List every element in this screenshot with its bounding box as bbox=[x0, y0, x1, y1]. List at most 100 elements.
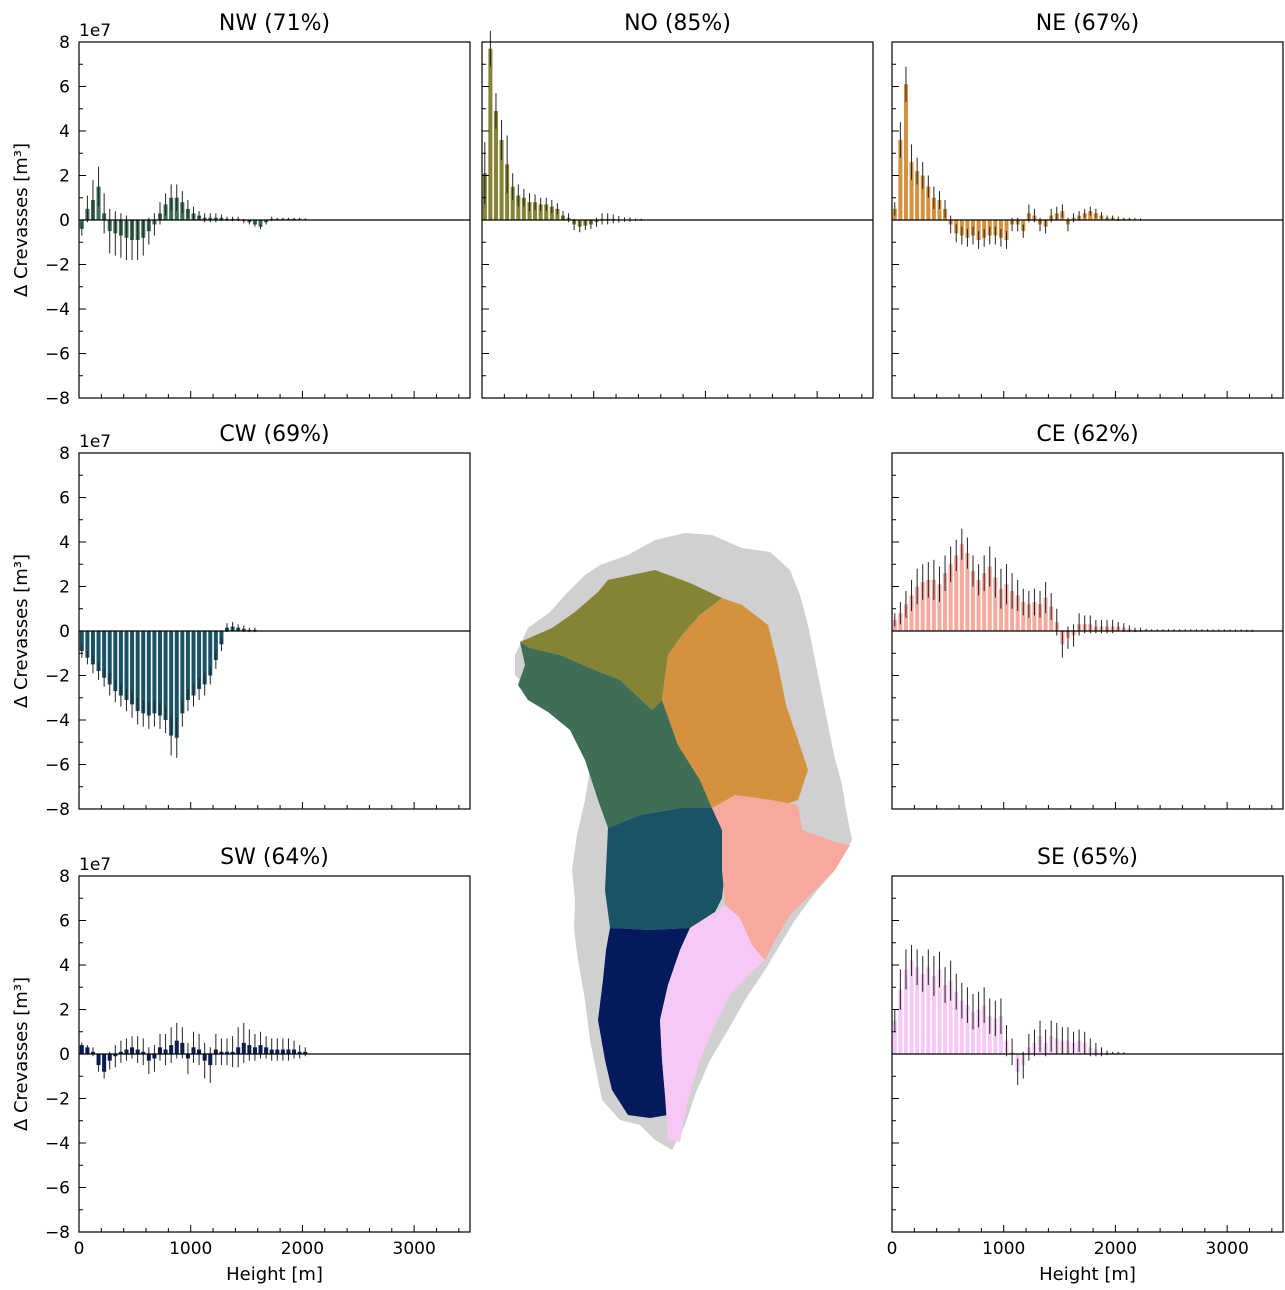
chart-panel-no: NO (85%) bbox=[481, 11, 874, 399]
bar bbox=[533, 202, 538, 220]
y-tick-label: 4 bbox=[59, 122, 70, 142]
y-offset-label: 1e7 bbox=[79, 432, 111, 452]
bar bbox=[169, 631, 174, 736]
bar bbox=[931, 579, 936, 631]
bar bbox=[258, 220, 263, 227]
bar bbox=[915, 171, 920, 220]
x-axis-label: Height [m] bbox=[1039, 1264, 1136, 1285]
map-region-nw bbox=[518, 642, 712, 828]
y-axis-label: Δ Crevasses [m³] bbox=[11, 143, 32, 297]
bar bbox=[937, 584, 942, 631]
y-offset-label: 1e7 bbox=[79, 855, 111, 875]
bar bbox=[1043, 597, 1048, 632]
chart-panel-nw: NW (71%) −8 −6 −4 −2 0 2 4 6 8 1e7 Δ Crevasses [m³] bbox=[11, 11, 471, 409]
y-tick-label: −6 bbox=[45, 1179, 70, 1199]
bar bbox=[926, 967, 931, 1054]
y-tick-label: −8 bbox=[45, 389, 70, 409]
y-tick-label: −8 bbox=[45, 1223, 70, 1243]
bar bbox=[96, 631, 101, 672]
bar bbox=[180, 631, 185, 714]
bar bbox=[1010, 590, 1015, 631]
y-tick-label: −4 bbox=[45, 711, 70, 731]
bar bbox=[157, 631, 162, 716]
y-tick-label: 4 bbox=[59, 533, 70, 553]
bar bbox=[1015, 595, 1020, 631]
greenland-region-map bbox=[515, 533, 852, 1150]
bar bbox=[982, 573, 987, 631]
bar bbox=[90, 631, 95, 665]
bar bbox=[1004, 220, 1009, 241]
bar bbox=[954, 555, 959, 631]
bar bbox=[970, 1011, 975, 1054]
bar bbox=[141, 631, 146, 714]
panel-title: SW (64%) bbox=[220, 845, 329, 870]
y-offset-label: 1e7 bbox=[79, 21, 111, 41]
panel-title: CW (69%) bbox=[219, 422, 329, 447]
map-region-sw bbox=[598, 928, 690, 1118]
panel-title: NE (67%) bbox=[1036, 11, 1139, 36]
bar bbox=[982, 1005, 987, 1054]
y-tick-label: −4 bbox=[45, 1134, 70, 1154]
chart-panel-ce: CE (62%) bbox=[891, 422, 1284, 810]
bar bbox=[976, 220, 981, 241]
bar bbox=[85, 1047, 90, 1054]
x-tick-label: 3000 bbox=[1206, 1239, 1249, 1259]
bar bbox=[965, 553, 970, 632]
bar bbox=[931, 976, 936, 1055]
map-region-cw bbox=[605, 808, 725, 930]
y-tick-label: 4 bbox=[59, 956, 70, 976]
y-tick-label: 8 bbox=[59, 33, 70, 53]
histogram-panels: NW (71%) −8 −6 −4 −2 0 2 4 6 8 1e7 Δ Crevasses [m³]… bbox=[11, 11, 1284, 1285]
bar bbox=[898, 989, 903, 1054]
x-tick-label: 1000 bbox=[169, 1239, 212, 1259]
bar bbox=[510, 186, 515, 221]
chart-panel-sw: SW (64%) −8 −6 −4 −2 0 2 4 6 8 1e7 Δ Crevasses [m³]… bbox=[11, 845, 471, 1285]
bar bbox=[202, 631, 207, 685]
bar bbox=[213, 631, 218, 660]
panel-title: NW (71%) bbox=[219, 11, 330, 36]
bar bbox=[892, 1020, 897, 1055]
x-tick-label: 1000 bbox=[982, 1239, 1025, 1259]
y-axis-label: Δ Crevasses [m³] bbox=[11, 977, 32, 1131]
bar bbox=[998, 588, 1003, 631]
bar bbox=[191, 631, 196, 696]
bar bbox=[926, 579, 931, 631]
x-tick-label: 0 bbox=[74, 1239, 85, 1259]
y-tick-label: −6 bbox=[45, 756, 70, 776]
y-tick-label: −8 bbox=[45, 800, 70, 820]
y-tick-label: 2 bbox=[59, 167, 70, 187]
y-tick-label: −4 bbox=[45, 300, 70, 320]
bar bbox=[948, 980, 953, 1054]
bar bbox=[102, 631, 107, 678]
panel-title: CE (62%) bbox=[1036, 422, 1138, 447]
bar bbox=[976, 1009, 981, 1054]
bar bbox=[987, 566, 992, 631]
bar bbox=[998, 1016, 1003, 1054]
bar bbox=[954, 991, 959, 1054]
bar bbox=[1032, 602, 1037, 631]
x-axis-label: Height [m] bbox=[226, 1264, 323, 1285]
map-region-ne bbox=[662, 598, 808, 808]
bar bbox=[499, 139, 504, 220]
bar bbox=[113, 631, 118, 692]
bar bbox=[965, 1005, 970, 1054]
bar bbox=[208, 631, 213, 676]
y-tick-label: 6 bbox=[59, 78, 70, 98]
bar bbox=[521, 197, 526, 220]
y-tick-label: 6 bbox=[59, 912, 70, 932]
panel-title: SE (65%) bbox=[1037, 845, 1138, 870]
bar bbox=[1004, 584, 1009, 631]
bar bbox=[130, 631, 135, 705]
bar bbox=[163, 631, 168, 720]
y-tick-label: 0 bbox=[59, 211, 70, 231]
bar bbox=[903, 969, 908, 1054]
bar bbox=[970, 570, 975, 631]
bar bbox=[135, 631, 140, 712]
bar bbox=[948, 564, 953, 631]
bar bbox=[102, 1054, 107, 1072]
bar bbox=[926, 186, 931, 221]
bar bbox=[146, 631, 151, 716]
y-axis-label: Δ Crevasses [m³] bbox=[11, 554, 32, 708]
y-tick-label: 8 bbox=[59, 867, 70, 887]
bar bbox=[937, 969, 942, 1054]
